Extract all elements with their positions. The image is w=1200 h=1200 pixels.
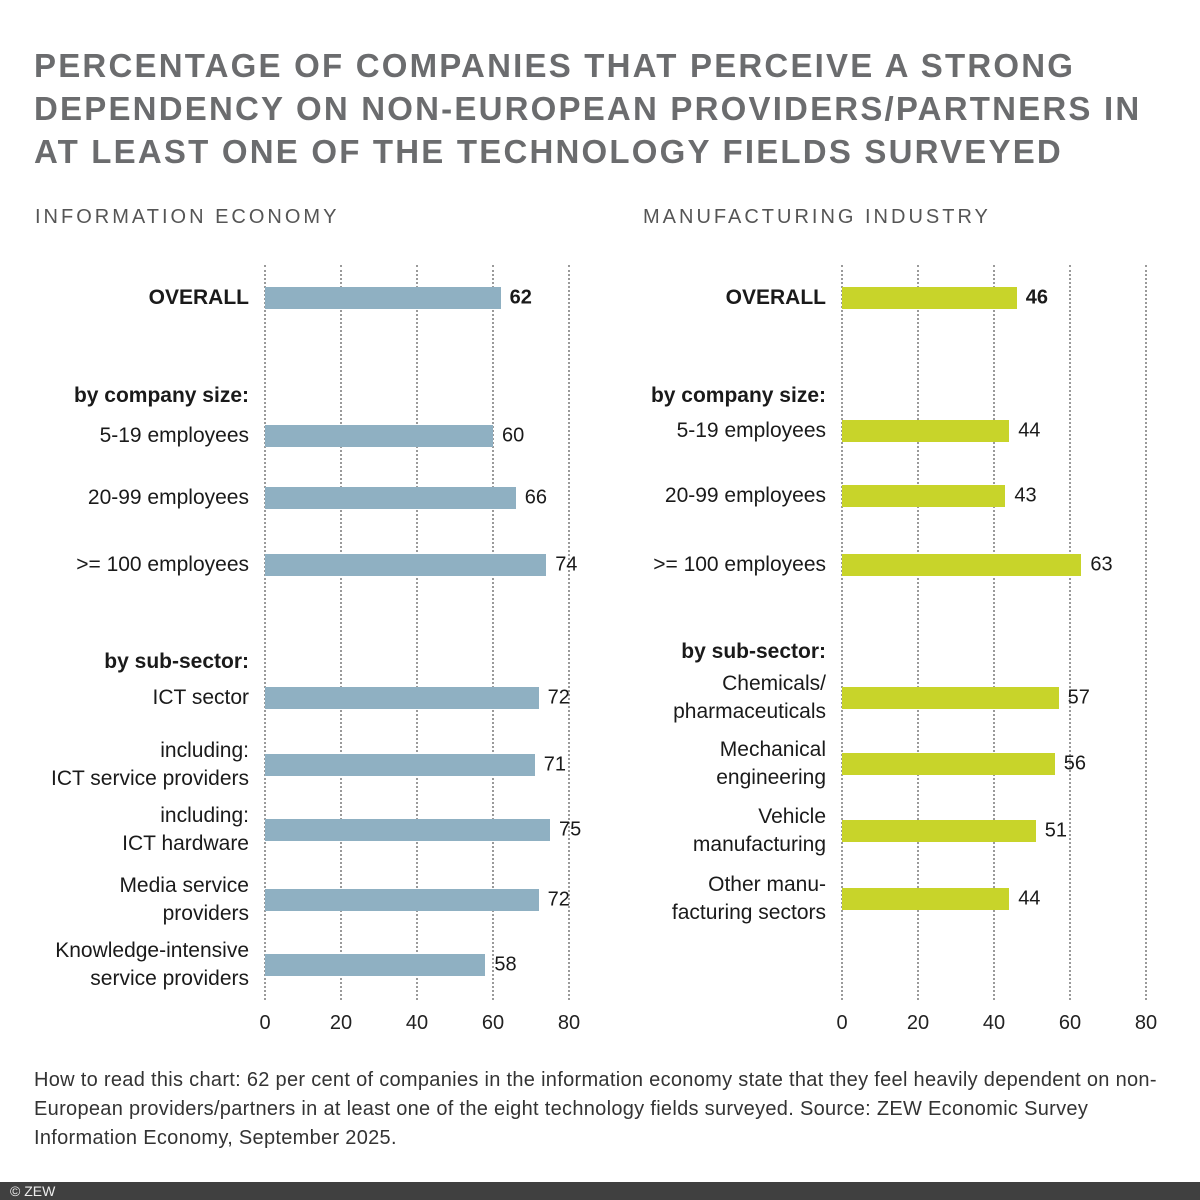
data-label: 74 — [555, 553, 578, 576]
bar — [265, 287, 501, 309]
bar — [842, 420, 1010, 442]
category-label: OVERALL — [148, 286, 249, 309]
gridline — [264, 265, 266, 1000]
gridline — [1069, 265, 1071, 1000]
data-label: 51 — [1044, 819, 1068, 842]
category-label: 5-19 employees — [99, 424, 249, 447]
bar — [842, 888, 1010, 910]
data-label: 75 — [559, 818, 582, 841]
bar — [842, 753, 1055, 775]
data-label: 72 — [547, 686, 570, 709]
category-label: 20-99 employees — [87, 486, 249, 509]
data-label: 57 — [1067, 686, 1090, 709]
bar — [265, 687, 539, 709]
x-tick-label: 80 — [1134, 1012, 1158, 1034]
category-label: >= 100 employees — [653, 553, 826, 576]
x-tick-label: 40 — [405, 1012, 429, 1034]
category-label: >= 100 employees — [76, 553, 249, 576]
gridline — [492, 265, 494, 1000]
bar — [265, 487, 516, 509]
gridline — [993, 265, 995, 1000]
gridline — [568, 265, 570, 1000]
bar — [842, 485, 1006, 507]
gridline — [1145, 265, 1147, 1000]
x-tick-label: 60 — [1058, 1012, 1082, 1034]
group-label-company-size: by company size: — [73, 384, 249, 407]
category-label: 5-19 employees — [676, 419, 826, 442]
bar — [265, 754, 535, 776]
group-label-company-size: by company size: — [650, 384, 826, 407]
category-label: Chemicals/ pharmaceuticals — [673, 672, 826, 723]
data-label: 43 — [1014, 484, 1037, 507]
x-tick-label: 20 — [329, 1012, 353, 1034]
copyright-footer: © ZEW — [0, 1182, 1200, 1200]
bar — [842, 287, 1017, 309]
chart-title: Percentage of companies that perceive a … — [34, 47, 1142, 170]
data-label: 58 — [494, 953, 517, 976]
data-label: 72 — [547, 888, 570, 911]
category-label: ICT sector — [152, 686, 249, 709]
category-label: Media service providers — [119, 874, 249, 925]
x-tick-label: 80 — [557, 1012, 581, 1034]
gridline — [340, 265, 342, 1000]
data-label: 44 — [1018, 887, 1041, 910]
bar — [265, 425, 493, 447]
panel-title-manufacturing: Manufacturing industry — [643, 206, 991, 228]
bar — [265, 889, 539, 911]
bar — [265, 954, 486, 976]
x-tick-label: 0 — [259, 1012, 271, 1034]
category-label: Knowledge-intensive service providers — [55, 939, 249, 990]
x-tick-label: 20 — [906, 1012, 930, 1034]
gridline — [917, 265, 919, 1000]
data-label: 56 — [1063, 752, 1087, 775]
data-label: 60 — [502, 424, 525, 447]
data-label: 66 — [524, 486, 548, 509]
group-label-sub-sector: by sub-sector: — [681, 640, 826, 663]
group-label-sub-sector: by sub-sector: — [104, 650, 249, 673]
bar — [842, 820, 1036, 842]
data-label: 62 — [509, 286, 532, 309]
x-tick-label: 60 — [481, 1012, 505, 1034]
x-tick-label: 0 — [836, 1012, 848, 1034]
category-label: Mechanical engineering — [716, 738, 826, 789]
bar — [265, 819, 550, 841]
data-label: 44 — [1018, 419, 1041, 442]
bar — [265, 554, 547, 576]
data-label: 46 — [1025, 286, 1049, 309]
category-label: Other manu- facturing sectors — [671, 873, 826, 924]
gridline — [416, 265, 418, 1000]
chart-note: How to read this chart: 62 per cent of c… — [34, 1069, 1157, 1149]
category-label: 20-99 employees — [664, 484, 826, 507]
category-label: Vehicle manufacturing — [692, 805, 826, 856]
category-label: including: ICT service providers — [50, 739, 249, 790]
category-label: OVERALL — [725, 286, 826, 309]
x-tick-label: 40 — [982, 1012, 1006, 1034]
category-label: including: ICT hardware — [122, 804, 249, 855]
bar — [842, 554, 1082, 576]
data-label: 63 — [1090, 553, 1113, 576]
panel-title-information-economy: Information economy — [35, 206, 340, 228]
gridline — [841, 265, 843, 1000]
data-label: 71 — [543, 753, 567, 776]
bar — [842, 687, 1059, 709]
